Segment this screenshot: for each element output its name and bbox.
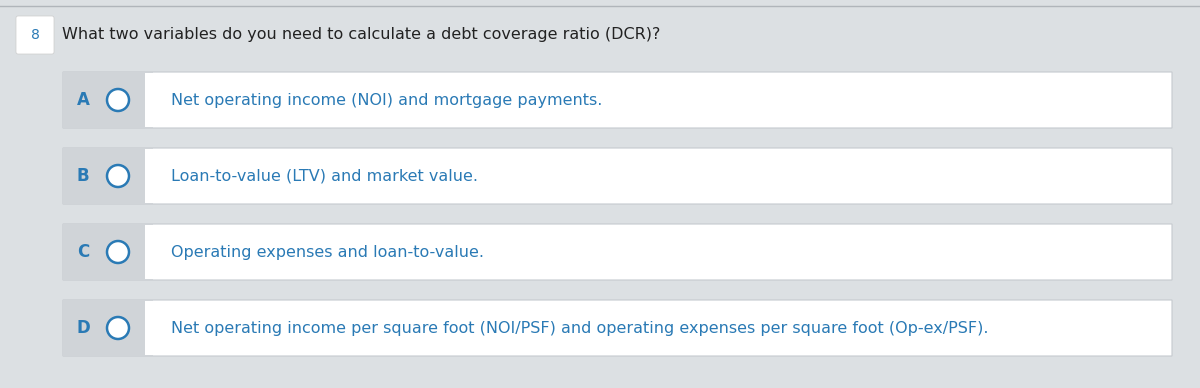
Circle shape (107, 241, 130, 263)
Text: A: A (77, 91, 90, 109)
FancyBboxPatch shape (64, 72, 154, 128)
Bar (145, 149, 155, 203)
FancyBboxPatch shape (64, 300, 154, 356)
Text: C: C (77, 243, 89, 261)
Text: Net operating income per square foot (NOI/PSF) and operating expenses per square: Net operating income per square foot (NO… (172, 320, 989, 336)
FancyBboxPatch shape (64, 148, 154, 204)
FancyBboxPatch shape (64, 72, 1172, 128)
Text: What two variables do you need to calculate a debt coverage ratio (DCR)?: What two variables do you need to calcul… (62, 28, 660, 43)
Bar (145, 225, 155, 279)
Text: 8: 8 (30, 28, 40, 42)
Text: Operating expenses and loan-to-value.: Operating expenses and loan-to-value. (172, 244, 484, 260)
FancyBboxPatch shape (64, 148, 1172, 204)
FancyBboxPatch shape (64, 224, 154, 280)
Text: Loan-to-value (LTV) and market value.: Loan-to-value (LTV) and market value. (172, 168, 478, 184)
Text: D: D (76, 319, 90, 337)
Bar (145, 301, 155, 355)
Bar (145, 73, 155, 127)
Circle shape (107, 89, 130, 111)
Circle shape (107, 165, 130, 187)
FancyBboxPatch shape (16, 16, 54, 54)
FancyBboxPatch shape (64, 224, 1172, 280)
Text: B: B (77, 167, 89, 185)
FancyBboxPatch shape (64, 300, 1172, 356)
Circle shape (107, 317, 130, 339)
Text: Net operating income (NOI) and mortgage payments.: Net operating income (NOI) and mortgage … (172, 92, 602, 107)
